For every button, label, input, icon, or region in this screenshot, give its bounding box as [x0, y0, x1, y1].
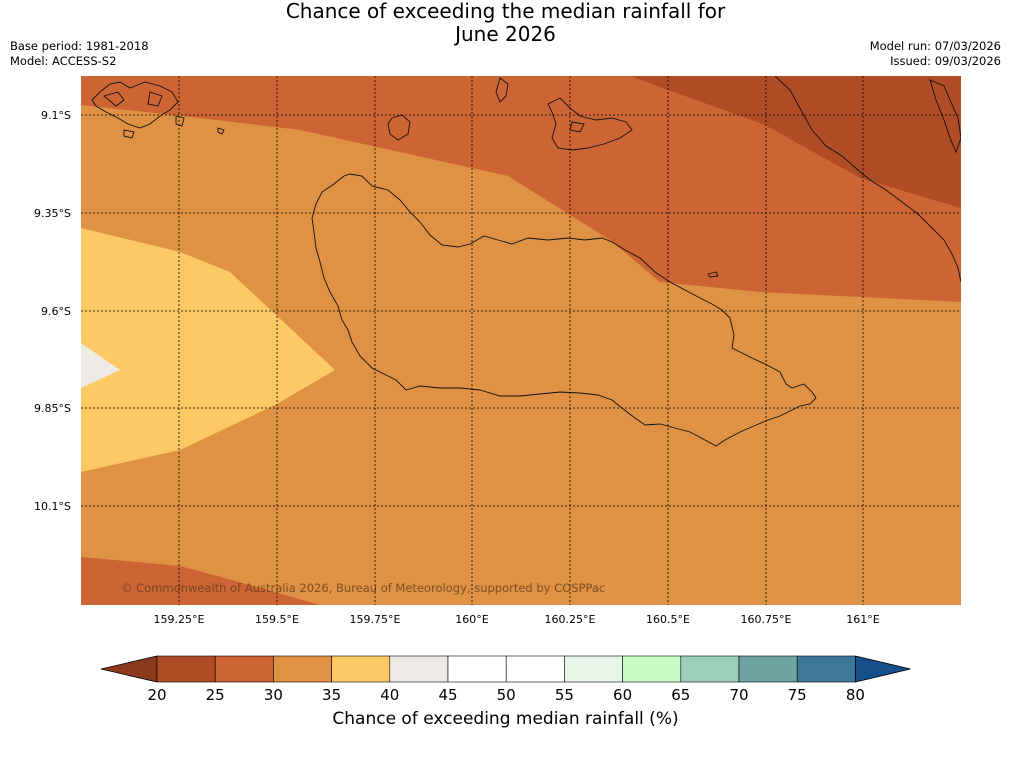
colorbar-tick: 70: [729, 686, 748, 704]
lon-label: 160°E: [455, 613, 488, 626]
colorbar-tick: 80: [846, 686, 865, 704]
colorbar-tick: 35: [322, 686, 341, 704]
northwest-islands: [91, 81, 225, 139]
title-line-1: Chance of exceeding the median rainfall …: [285, 0, 726, 23]
northeast-island: [929, 79, 961, 154]
colorbar-segment: [622, 655, 682, 683]
colorbar-segment: [447, 655, 507, 683]
lon-label: 159.25°E: [154, 613, 205, 626]
meta-left: Base period: 1981-2018 Model: ACCESS-S2: [10, 39, 149, 69]
lon-labels: 159.25°E 159.5°E 159.75°E 160°E 160.25°E…: [154, 613, 880, 626]
colorbar-tick: 30: [264, 686, 283, 704]
model-run: Model run: 07/03/2026: [869, 39, 1001, 53]
lon-label: 159.75°E: [350, 613, 401, 626]
colorbar-label: Chance of exceeding median rainfall (%): [332, 709, 679, 729]
colorbar-tick: 65: [671, 686, 690, 704]
colorbar-tick: 20: [147, 686, 166, 704]
meta-right: Model run: 07/03/2026 Issued: 09/03/2026: [870, 39, 1001, 69]
colorbar-segment: [738, 655, 798, 683]
lat-label: 9.85°S: [34, 402, 71, 415]
colorbar-segment: [389, 655, 449, 683]
zone-20-25-northeast: [630, 76, 961, 208]
lat-label: 10.1°S: [34, 500, 71, 513]
lon-label: 160.75°E: [741, 613, 792, 626]
coastlines: [91, 76, 961, 447]
model-name: Model: ACCESS-S2: [10, 54, 117, 68]
issued-date: Issued: 09/03/2026: [890, 54, 1001, 68]
colorbar-segment: [273, 655, 332, 683]
colorbar-extend-low: [100, 655, 158, 683]
colorbar-segment: [680, 655, 740, 683]
zone-35-40-west: [81, 228, 335, 472]
lon-label: 161°E: [846, 613, 879, 626]
colorbar-tick: 75: [788, 686, 807, 704]
colorbar-tick: 55: [555, 686, 574, 704]
lat-label: 9.6°S: [41, 305, 71, 318]
colorbar-segment: [156, 655, 216, 683]
graticule: [81, 76, 961, 605]
colorbar-extend-high: [855, 655, 911, 683]
colorbar-tick: 50: [497, 686, 516, 704]
colorbar-segment: [331, 655, 391, 683]
lat-label: 9.1°S: [41, 109, 71, 122]
map-plot-area: © Commonwealth of Australia 2026, Bureau…: [81, 76, 961, 605]
lon-label: 159.5°E: [255, 613, 299, 626]
zone-25-30-north: [81, 76, 961, 302]
colorbar-tick: 60: [613, 686, 632, 704]
colorbar-segment: [505, 655, 565, 683]
zone-25-30-southwest: [81, 557, 320, 605]
lat-labels: 9.1°S 9.35°S 9.6°S 9.85°S 10.1°S: [34, 109, 71, 513]
colorbar-tick: 40: [380, 686, 399, 704]
small-island: [387, 114, 411, 141]
colorbar-segment: [214, 655, 274, 683]
east-islet: [707, 271, 719, 278]
lon-label: 160.5°E: [646, 613, 690, 626]
zone-40-45-west: [81, 343, 120, 388]
northeast-coast: [774, 76, 961, 283]
colorbar: 20 25 30 35 40 45 50 55 60 65 70 75 80: [100, 655, 911, 704]
title-line-2: June 2026: [455, 22, 556, 46]
copyright-notice: © Commonwealth of Australia 2026, Bureau…: [121, 581, 605, 595]
colorbar-segment: [564, 655, 623, 683]
northern-islands: [495, 77, 633, 151]
colorbar-tick: 25: [206, 686, 225, 704]
lon-label: 160.25°E: [545, 613, 596, 626]
base-period: Base period: 1981-2018: [10, 39, 149, 53]
main-island-outline: [311, 173, 817, 447]
lat-label: 9.35°S: [34, 207, 71, 220]
map-title: Chance of exceeding the median rainfall …: [0, 0, 1011, 46]
colorbar-tick: 45: [438, 686, 457, 704]
colorbar-segment: [796, 655, 856, 683]
